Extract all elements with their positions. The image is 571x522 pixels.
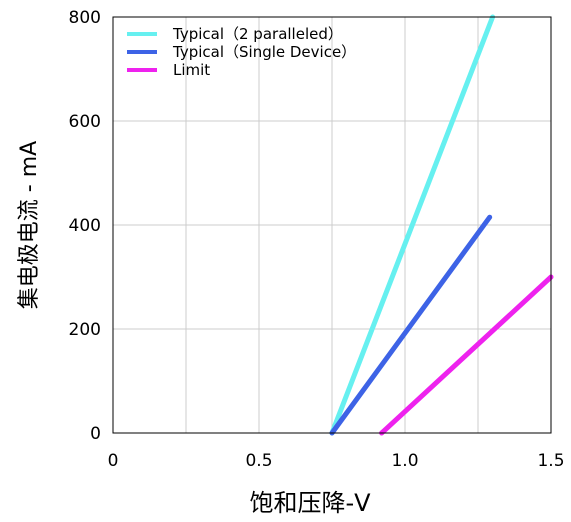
y-tick-label: 400 — [69, 216, 101, 236]
plot-frame — [112, 16, 552, 434]
series-line-3 — [379, 274, 554, 436]
y-axis-title: 集电极电流 - mA — [17, 141, 42, 309]
x-tick-label: 0 — [108, 451, 119, 471]
y-tick-label: 200 — [69, 320, 101, 340]
x-tick-label: 1.0 — [391, 451, 418, 471]
legend-label-3: Limit — [173, 61, 210, 79]
series-line-1 — [329, 14, 496, 436]
x-tick-label: 0.5 — [245, 451, 272, 471]
x-axis-title: 饱和压降-V — [249, 489, 371, 517]
legend-label-2: Typical（Single Device） — [172, 43, 356, 61]
y-tick-label: 0 — [90, 424, 101, 444]
y-tick-labels: 0 200 400 600 800 — [69, 8, 101, 444]
x-tick-labels: 0 0.5 1.0 1.5 — [108, 451, 565, 471]
grid — [113, 17, 551, 433]
legend-label-1: Typical（2 paralleled） — [172, 25, 343, 43]
y-tick-label: 600 — [69, 112, 101, 132]
legend: Typical（2 paralleled）Typical（Single Devi… — [127, 25, 356, 79]
series-layer — [329, 14, 554, 436]
series-line-2 — [329, 214, 493, 436]
y-tick-label: 800 — [69, 8, 101, 28]
x-tick-label: 1.5 — [537, 451, 564, 471]
